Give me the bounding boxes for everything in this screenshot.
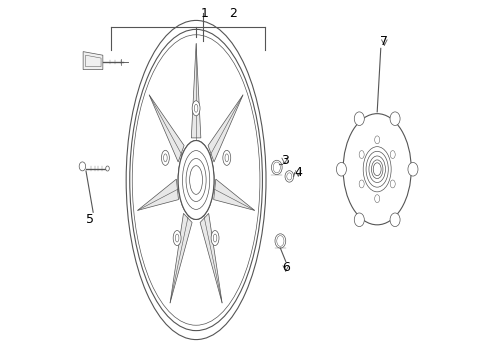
Ellipse shape (274, 234, 285, 248)
Polygon shape (200, 213, 222, 303)
Text: 4: 4 (294, 166, 302, 179)
Ellipse shape (105, 166, 109, 171)
Ellipse shape (374, 136, 379, 144)
Ellipse shape (271, 160, 282, 175)
Ellipse shape (374, 195, 379, 203)
Ellipse shape (285, 171, 293, 182)
Ellipse shape (389, 150, 394, 158)
Ellipse shape (161, 150, 169, 165)
Ellipse shape (407, 162, 417, 176)
Ellipse shape (178, 140, 214, 220)
Ellipse shape (358, 150, 364, 158)
Ellipse shape (173, 230, 181, 246)
Ellipse shape (389, 112, 399, 126)
Ellipse shape (353, 213, 364, 226)
Polygon shape (208, 95, 243, 162)
Polygon shape (170, 213, 192, 303)
Ellipse shape (129, 30, 262, 330)
Text: 6: 6 (281, 261, 289, 274)
Text: 3: 3 (280, 154, 288, 167)
Ellipse shape (79, 162, 85, 171)
Ellipse shape (126, 21, 265, 339)
Polygon shape (191, 44, 201, 138)
Text: 2: 2 (228, 7, 237, 20)
Polygon shape (213, 179, 254, 210)
Ellipse shape (358, 180, 364, 188)
Ellipse shape (389, 180, 394, 188)
Text: 1: 1 (201, 7, 208, 20)
Polygon shape (83, 51, 102, 69)
Text: 5: 5 (85, 213, 93, 226)
Text: 7: 7 (380, 35, 387, 49)
Ellipse shape (192, 101, 200, 116)
Ellipse shape (336, 162, 346, 176)
Ellipse shape (372, 163, 380, 176)
Ellipse shape (343, 114, 410, 225)
Ellipse shape (389, 213, 399, 226)
Polygon shape (137, 179, 178, 210)
Ellipse shape (223, 150, 230, 165)
Polygon shape (149, 95, 183, 162)
Ellipse shape (211, 230, 219, 246)
Ellipse shape (353, 112, 364, 126)
Ellipse shape (178, 140, 214, 220)
